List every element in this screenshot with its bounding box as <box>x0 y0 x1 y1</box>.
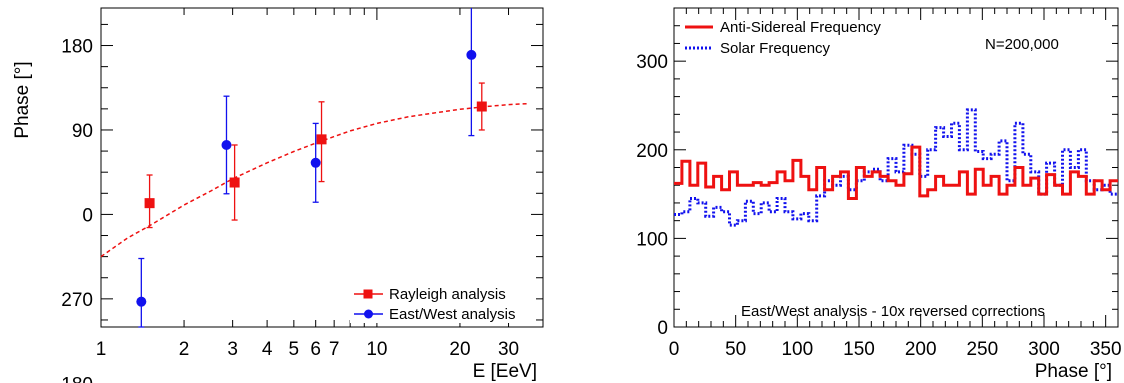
rayleigh-point <box>144 198 155 209</box>
left-x-axis-title: E [EeV] <box>473 361 537 382</box>
sample-size-annotation: N=200,000 <box>985 36 1059 53</box>
right-chart-panel: 0 50 100 150 200 250 300 350 0 100 200 300 Phase [°… <box>636 7 1122 382</box>
x-tick-label: 4 <box>262 339 273 360</box>
x-tick-label: 50 <box>725 339 746 360</box>
y-tick-label: 180 <box>61 374 93 383</box>
x-tick-label: 2 <box>179 339 190 360</box>
y-tick-label: 0 <box>82 205 93 226</box>
rayleigh-point <box>476 101 487 112</box>
x-tick-label: 3 <box>227 339 238 360</box>
y-tick-label: 300 <box>636 52 668 73</box>
anti-sidereal-histogram <box>674 145 1118 200</box>
analysis-annotation: East/West analysis - 10x reversed correc… <box>741 303 1045 320</box>
x-tick-label: 250 <box>966 339 998 360</box>
left-axis-ticks <box>100 8 544 327</box>
rayleigh-point <box>316 134 327 145</box>
left-legend-box <box>350 283 536 323</box>
right-tick-labels: 0 50 100 150 200 250 300 350 0 100 200 300 <box>636 52 1121 360</box>
x-tick-label: 150 <box>843 339 875 360</box>
x-tick-label: 7 <box>329 339 340 360</box>
eastwest-point <box>221 139 232 150</box>
x-tick-label: 5 <box>289 339 300 360</box>
left-data-points <box>136 8 487 328</box>
y-tick-label: 180 <box>61 37 93 58</box>
right-legend: Anti-Sidereal Frequency Solar Frequency <box>685 19 881 57</box>
fit-curve <box>100 102 528 258</box>
legend-eastwest-marker <box>364 309 373 319</box>
x-tick-label: 200 <box>905 339 937 360</box>
eastwest-point <box>466 49 477 60</box>
legend-antisidereal-label: Anti-Sidereal Frequency <box>720 19 881 36</box>
y-tick-label: 270 <box>61 290 93 311</box>
legend-eastwest-label: East/West analysis <box>389 306 515 323</box>
right-x-axis-title: Phase [°] <box>1035 361 1112 382</box>
legend-rayleigh-label: Rayleigh analysis <box>389 286 506 303</box>
fit-curve-group <box>100 102 528 258</box>
eastwest-point <box>310 157 321 168</box>
left-plot-frame <box>100 7 544 328</box>
x-tick-label: 350 <box>1090 339 1122 360</box>
right-axis-ticks <box>673 7 1119 328</box>
y-tick-label: 200 <box>636 141 668 162</box>
y-tick-label: 0 <box>657 318 668 339</box>
right-histogram-series <box>674 108 1118 227</box>
eastwest-point <box>136 296 147 307</box>
y-tick-label: 100 <box>636 229 668 250</box>
y-tick-label: 90 <box>72 121 93 142</box>
left-y-axis-title: Phase [°] <box>12 61 33 138</box>
x-tick-label: 1 <box>96 339 107 360</box>
x-tick-label: 300 <box>1028 339 1060 360</box>
rayleigh-point <box>229 177 240 188</box>
x-tick-label: 30 <box>498 339 519 360</box>
solar-histogram <box>674 108 1118 227</box>
x-tick-label: 20 <box>449 339 470 360</box>
left-legend: Rayleigh analysis East/West analysis <box>350 283 536 323</box>
x-tick-label: 100 <box>781 339 813 360</box>
legend-solar-label: Solar Frequency <box>720 40 831 57</box>
legend-rayleigh-marker <box>363 289 373 299</box>
x-tick-label: 6 <box>310 339 321 360</box>
x-tick-label: 0 <box>669 339 680 360</box>
x-tick-label: 10 <box>366 339 387 360</box>
